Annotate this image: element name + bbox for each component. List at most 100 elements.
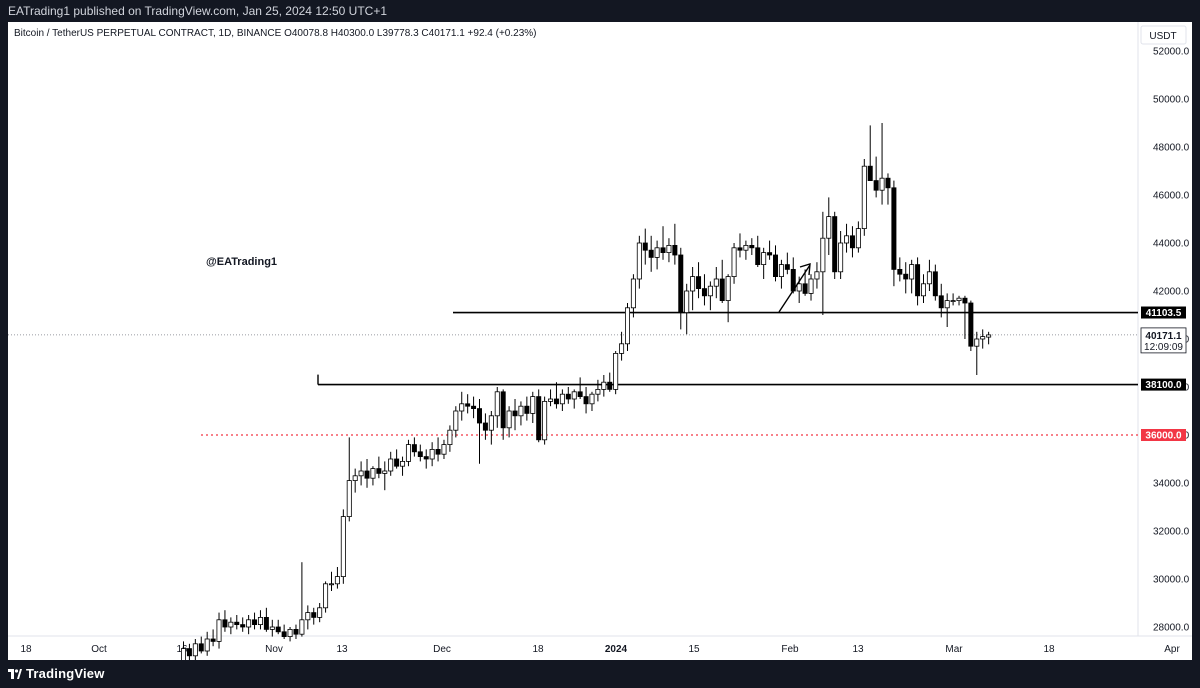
countdown-label: 12:09:09 xyxy=(1144,342,1183,353)
candle-body xyxy=(382,470,388,474)
candle-body xyxy=(447,429,453,446)
x-tick-label: 18 xyxy=(20,644,32,655)
candle-body xyxy=(459,403,465,412)
candle-body xyxy=(465,403,471,407)
candle-body xyxy=(512,410,518,417)
level-price-box xyxy=(1141,306,1186,319)
candle-body xyxy=(749,244,755,249)
candle-body xyxy=(471,405,477,410)
candle-body xyxy=(565,393,571,400)
candle-body xyxy=(559,393,565,405)
candle-body xyxy=(636,242,642,280)
candle-body xyxy=(198,643,204,652)
candle-body xyxy=(849,235,855,249)
candle-body xyxy=(275,626,281,633)
candle-body xyxy=(180,648,186,660)
candle-body xyxy=(814,271,820,280)
symbol-legend: Bitcoin / TetherUS PERPETUAL CONTRACT, 1… xyxy=(14,28,537,39)
candle-body xyxy=(482,422,488,431)
candle-body xyxy=(761,252,767,266)
x-tick-label: Oct xyxy=(91,644,107,655)
candle-body xyxy=(867,165,873,181)
y-tick-label: 52000.0 xyxy=(1153,47,1190,58)
candle-body xyxy=(962,297,968,304)
level-price-label: 36000.0 xyxy=(1145,431,1182,442)
candle-body xyxy=(506,410,512,429)
candle-body xyxy=(630,278,636,309)
candle-body xyxy=(619,343,625,354)
x-tick-label: Mar xyxy=(945,644,963,655)
publish-header: EATrading1 published on TradingView.com,… xyxy=(0,0,1200,22)
candle-body xyxy=(861,165,867,229)
candle-body xyxy=(719,278,725,302)
candle-body xyxy=(950,300,956,303)
candle-body xyxy=(405,444,411,462)
chart-frame[interactable]: USDT 52000.0 50000.0 48000.0 46000.0 44000.0 4… xyxy=(8,22,1192,660)
candle-body xyxy=(311,612,317,618)
candle-body xyxy=(299,619,305,635)
candle-body xyxy=(411,444,417,453)
candle-body xyxy=(417,451,423,457)
candle-body xyxy=(542,400,548,441)
candle-body xyxy=(257,617,263,626)
candle-body xyxy=(648,249,654,258)
candle-body xyxy=(678,254,684,313)
candle-body xyxy=(246,619,252,628)
candle-body xyxy=(707,285,713,297)
candle-body xyxy=(192,643,198,657)
candle-body xyxy=(305,612,311,621)
candle-body xyxy=(820,237,826,273)
candle-body xyxy=(796,283,802,292)
candle-body xyxy=(684,290,690,314)
candle-body xyxy=(897,268,903,275)
currency-label: USDT xyxy=(1149,31,1176,42)
x-tick-label: 18 xyxy=(532,644,544,655)
tradingview-brand[interactable]: TradingView xyxy=(26,666,105,681)
candle-body xyxy=(737,247,743,251)
candle-body xyxy=(926,271,932,285)
y-tick-label: 48000.0 xyxy=(1153,143,1190,154)
candle-body xyxy=(968,302,974,347)
candle-body xyxy=(767,252,773,256)
x-tick-label: 2024 xyxy=(605,644,628,655)
candle-body xyxy=(553,398,559,405)
candle-body xyxy=(601,381,607,390)
candle-body xyxy=(595,388,601,395)
y-tick-label: 28000.0 xyxy=(1153,623,1190,634)
candle-body xyxy=(400,460,406,467)
candle-body xyxy=(210,638,216,642)
candle-body xyxy=(974,338,980,347)
x-tick-label: Apr xyxy=(1164,644,1180,655)
candle-body xyxy=(388,458,394,472)
candle-body xyxy=(441,444,447,455)
candle-body xyxy=(885,177,891,189)
publish-line: EATrading1 published on TradingView.com,… xyxy=(8,4,388,18)
candlestick-chart[interactable]: USDT 52000.0 50000.0 48000.0 46000.0 44000.0 4… xyxy=(8,22,1192,660)
candle-body xyxy=(524,405,530,414)
candle-body xyxy=(346,480,352,518)
candle-body xyxy=(269,626,275,630)
candle-body xyxy=(281,631,287,637)
candle-body xyxy=(731,247,737,278)
x-tick-label: 13 xyxy=(336,644,348,655)
candle-body xyxy=(784,264,790,270)
x-tick-label: Nov xyxy=(265,644,283,655)
candle-body xyxy=(873,180,879,191)
candle-body xyxy=(956,297,962,302)
candle-body xyxy=(488,415,494,431)
candle-body xyxy=(317,607,323,618)
candle-body xyxy=(879,177,885,191)
candle-body xyxy=(364,470,370,479)
candle-body xyxy=(352,475,358,481)
candle-body xyxy=(938,295,944,309)
trend-arrow-line xyxy=(778,264,811,313)
level-price-label: 38100.0 xyxy=(1145,380,1182,391)
y-tick-label: 50000.0 xyxy=(1153,95,1190,106)
candle-body xyxy=(186,648,192,657)
candle-body xyxy=(548,398,554,402)
candle-body xyxy=(518,405,524,417)
candle-body xyxy=(263,617,269,630)
candle-body xyxy=(571,391,577,400)
candle-body xyxy=(577,391,583,397)
candle-body xyxy=(838,242,844,273)
